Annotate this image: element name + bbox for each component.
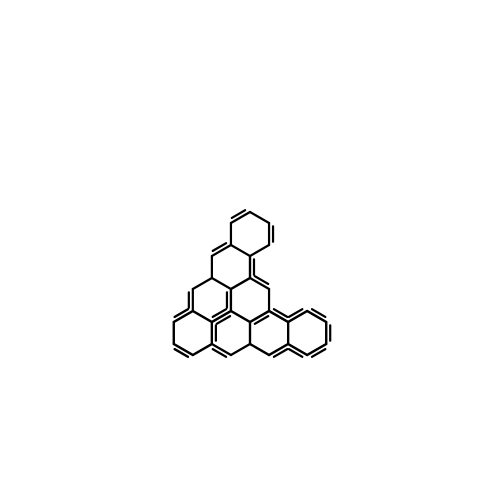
molecule-diagram [0, 0, 500, 500]
bond-layer [174, 210, 330, 357]
